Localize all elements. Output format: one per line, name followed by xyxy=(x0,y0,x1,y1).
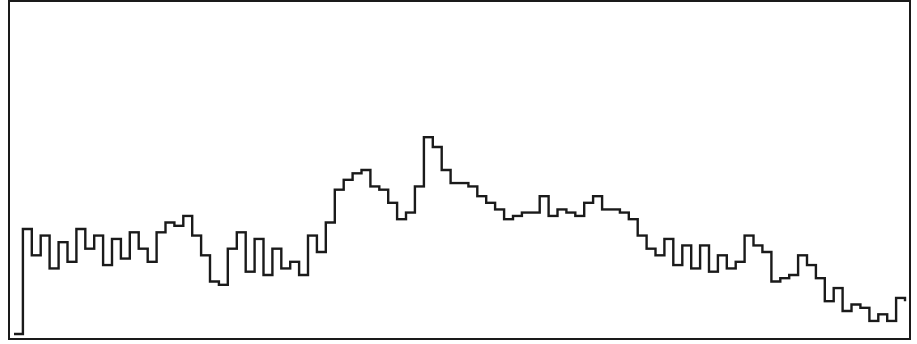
line-chart xyxy=(14,136,907,336)
plot-frame xyxy=(8,0,911,340)
series-line-0 xyxy=(14,136,907,336)
